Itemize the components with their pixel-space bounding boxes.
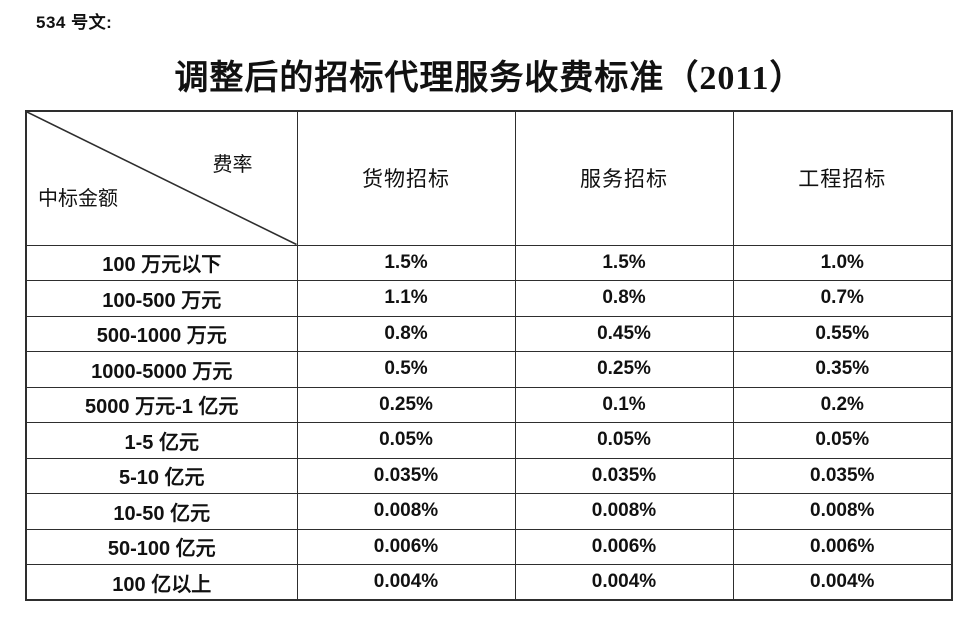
rate-value-cell: 0.006% — [732, 528, 953, 565]
rate-value-cell: 1.1% — [296, 280, 516, 317]
bid-amount-cell: 5000 万元-1 亿元 — [25, 386, 298, 423]
table-row: 5000 万元-1 亿元 0.25% 0.1% 0.2% — [25, 386, 953, 423]
table-body: 100 万元以下 1.5% 1.5% 1.0% 100-500 万元 1.1% 0.8% 0.… — [25, 244, 953, 601]
table-row: 50-100 亿元 0.006% 0.006% 0.006% — [25, 528, 953, 565]
rate-value-cell: 0.25% — [514, 351, 734, 388]
rate-value-cell: 0.8% — [514, 280, 734, 317]
table-row: 5-10 亿元 0.035% 0.035% 0.035% — [25, 457, 953, 494]
bid-amount-cell: 100-500 万元 — [25, 280, 298, 317]
rate-value-cell: 0.008% — [732, 493, 953, 530]
rate-value-cell: 0.004% — [514, 564, 734, 601]
table-row: 100-500 万元 1.1% 0.8% 0.7% — [25, 280, 953, 317]
rate-value-cell: 0.035% — [732, 457, 953, 494]
rate-value-cell: 0.008% — [296, 493, 516, 530]
bid-amount-cell: 1000-5000 万元 — [25, 351, 298, 388]
rate-value-cell: 0.25% — [296, 386, 516, 423]
rate-value-cell: 0.35% — [732, 351, 953, 388]
rate-value-cell: 0.05% — [514, 422, 734, 459]
rate-value-cell: 0.004% — [732, 564, 953, 601]
rate-value-cell: 1.5% — [514, 244, 734, 281]
bid-amount-cell: 100 亿以上 — [25, 564, 298, 601]
rate-value-cell: 0.1% — [514, 386, 734, 423]
bid-amount-cell: 100 万元以下 — [25, 244, 298, 281]
column-header-goods-tender: 货物招标 — [296, 110, 516, 246]
rate-value-cell: 0.5% — [296, 351, 516, 388]
bid-amount-cell: 1-5 亿元 — [25, 422, 298, 459]
rate-value-cell: 0.45% — [514, 315, 734, 352]
column-header-service-tender: 服务招标 — [514, 110, 734, 246]
corner-cell: 费率 中标金额 — [25, 110, 298, 246]
table-row: 10-50 亿元 0.008% 0.008% 0.008% — [25, 493, 953, 530]
bid-amount-cell: 500-1000 万元 — [25, 315, 298, 352]
corner-label-rate: 费率 — [212, 154, 253, 176]
rate-value-cell: 1.0% — [732, 244, 953, 281]
rate-value-cell: 0.55% — [732, 315, 953, 352]
doc-number-label: 534 号文: — [36, 13, 113, 32]
bid-amount-cell: 5-10 亿元 — [25, 457, 298, 494]
table-row: 500-1000 万元 0.8% 0.45% 0.55% — [25, 315, 953, 352]
corner-label-bid-amount: 中标金额 — [38, 188, 118, 210]
bid-amount-cell: 50-100 亿元 — [25, 528, 298, 565]
fee-table: 费率 中标金额 货物招标 服务招标 工程招标 100 万元以下 1.5% 1.5% 1… — [25, 110, 953, 601]
header-row: 费率 中标金额 货物招标 服务招标 工程招标 — [25, 110, 953, 246]
rate-value-cell: 1.5% — [296, 244, 516, 281]
rate-value-cell: 0.05% — [732, 422, 953, 459]
column-header-engineering-tender: 工程招标 — [732, 110, 953, 246]
table-row: 100 亿以上 0.004% 0.004% 0.004% — [25, 564, 953, 601]
rate-value-cell: 0.7% — [732, 280, 953, 317]
diagonal-divider-line — [27, 112, 297, 245]
rate-value-cell: 0.004% — [296, 564, 516, 601]
page-title: 调整后的招标代理服务收费标准（2011） — [174, 60, 805, 97]
rate-value-cell: 0.008% — [514, 493, 734, 530]
rate-value-cell: 0.006% — [296, 528, 516, 565]
table-row: 1000-5000 万元 0.5% 0.25% 0.35% — [25, 351, 953, 388]
rate-value-cell: 0.035% — [296, 457, 516, 494]
rate-value-cell: 0.006% — [514, 528, 734, 565]
bid-amount-cell: 10-50 亿元 — [25, 493, 298, 530]
rate-value-cell: 0.035% — [514, 457, 734, 494]
table-row: 100 万元以下 1.5% 1.5% 1.0% — [25, 244, 953, 281]
rate-value-cell: 0.2% — [732, 386, 953, 423]
table-row: 1-5 亿元 0.05% 0.05% 0.05% — [25, 422, 953, 459]
rate-value-cell: 0.8% — [296, 315, 516, 352]
rate-value-cell: 0.05% — [296, 422, 516, 459]
